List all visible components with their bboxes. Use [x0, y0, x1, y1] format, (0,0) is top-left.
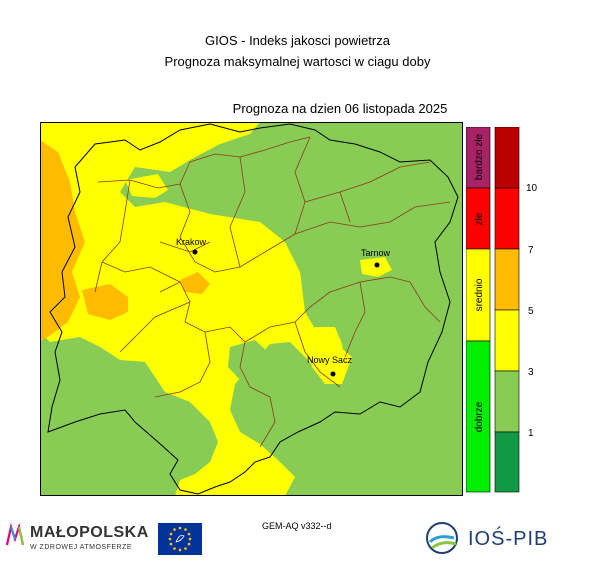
- good-region-center-enclave: [228, 340, 270, 380]
- legend-category-zle: [466, 187, 491, 250]
- scale-segment-4: [494, 248, 520, 311]
- scale-tick-3: 3: [528, 367, 534, 378]
- moderate-region-northeast: [125, 174, 168, 198]
- moderate-region-south: [175, 402, 295, 496]
- orange-region-southwest: [82, 284, 128, 320]
- district-borders: [94, 136, 451, 448]
- city-marker-krakow: Krakow: [176, 237, 207, 255]
- moderate-region-nowysacz: [308, 327, 345, 384]
- city-label-nowy-sacz: Nowy Sacz: [307, 355, 353, 365]
- map-title: GIOS - Indeks jakosci powietrza: [205, 33, 390, 48]
- scale-tick-5: 5: [528, 306, 534, 317]
- scale-segment-3: [494, 309, 520, 372]
- city-marker-tarnow: Tarnow: [361, 248, 391, 268]
- scale-tick-10: 10: [526, 183, 538, 194]
- malopolska-name: MAŁOPOLSKA: [30, 524, 149, 541]
- city-marker-nowy-sacz: Nowy Sacz: [307, 355, 353, 377]
- ios-name: IOŚ-PIB: [468, 528, 549, 550]
- legend-label-dobrze: dobrze: [474, 401, 485, 432]
- map-frame: [40, 122, 463, 496]
- forecast-date: Prognoza na dzien 06 listopada 2025: [232, 101, 448, 116]
- legend-label-zle: złe: [474, 212, 485, 225]
- malopolska-tagline: W ZDROWEJ ATMOSFERZE: [30, 544, 133, 551]
- scale-tick-1: 1: [528, 428, 534, 439]
- model-version: GEM-AQ v332--d: [262, 521, 332, 531]
- legend-category-dobrze: [466, 340, 491, 493]
- legend-label-bardzo-zle: bardzo złe: [474, 133, 485, 180]
- scale-tick-7: 7: [528, 245, 534, 256]
- malopolska-logo-icon: [6, 523, 25, 546]
- scale-segment-1: [494, 431, 520, 493]
- scale-segment-6: [494, 127, 520, 189]
- air-quality-map: Krakow Tarnow Nowy Sacz: [40, 122, 463, 496]
- map-subtitle: Prognoza maksymalnej wartosci w ciagu do…: [164, 54, 431, 69]
- orange-region-west: [40, 140, 85, 342]
- voivodeship-border: [47, 123, 459, 495]
- city-label-krakow: Krakow: [176, 237, 207, 247]
- eu-flag-icon: [158, 523, 202, 555]
- legend-label-srednio: srednio: [474, 278, 485, 311]
- legend: bardzo złe złe srednio dobrze 10 7 5 3 1: [466, 127, 538, 493]
- orange-region-krakow: [180, 272, 210, 294]
- scale-segment-5: [494, 187, 520, 250]
- city-label-tarnow: Tarnow: [361, 248, 391, 258]
- good-region-north-enclave: [180, 172, 230, 204]
- ios-logo-icon: [426, 522, 458, 554]
- scale-segment-2: [494, 370, 520, 433]
